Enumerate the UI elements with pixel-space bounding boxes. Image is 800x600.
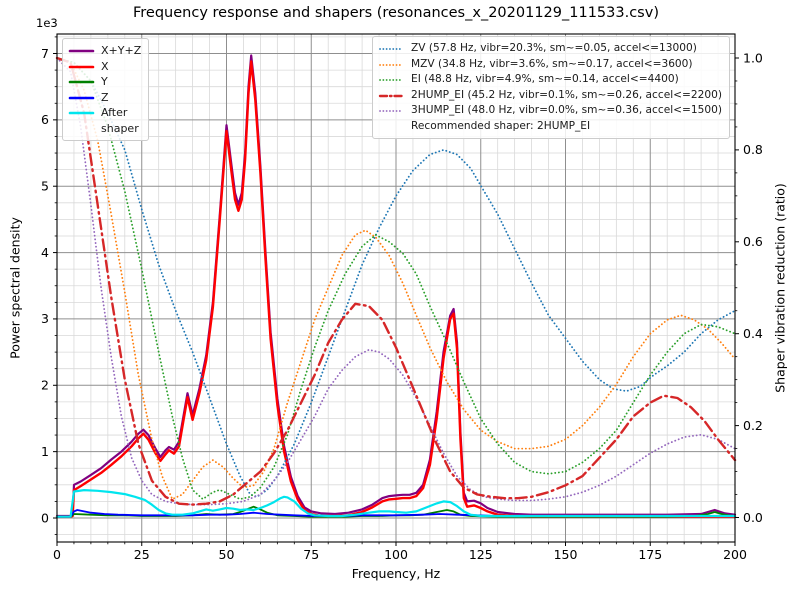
legend-label: X+Y+Z	[101, 44, 142, 57]
legend-measured-signals: X+Y+Z X Y Z After shaper	[62, 38, 150, 141]
x-tick-label: 0	[53, 547, 61, 562]
x-tick-label: 50	[219, 547, 235, 562]
legend-swatch-x-y-z-line	[68, 49, 95, 53]
right-y-tick-label: 0.0	[743, 510, 763, 525]
legend-swatch-zv-line	[379, 48, 404, 50]
legend-label: 2HUMP_EI (45.2 Hz, vibr=0.1%, sm~=0.26, …	[411, 88, 722, 101]
legend-item-x: X	[68, 59, 141, 75]
legend-item-hump2-ei: 2HUMP_EI (45.2 Hz, vibr=0.1%, sm~=0.26, …	[378, 88, 722, 104]
legend-item-after-shaper: After shaper	[68, 105, 141, 136]
legend-swatch-hump2-ei-line	[378, 94, 405, 97]
legend-item-ei: EI (48.8 Hz, vibr=4.9%, sm~=0.14, accel<…	[378, 72, 722, 88]
legend-swatch-after-shaper-line	[68, 111, 95, 115]
legend-item-x-y-z: X+Y+Z	[68, 43, 141, 59]
x-tick-label: 100	[384, 547, 408, 562]
legend-swatch-y-line	[68, 80, 95, 84]
legend-label: X	[101, 59, 109, 73]
left-y-tick-label: 1	[41, 444, 49, 459]
left-y-tick-label: 0	[41, 510, 49, 525]
plot-frame	[56, 33, 736, 543]
series-after-shaper-line	[55, 489, 737, 518]
series-hump2-ei-line	[55, 56, 737, 506]
left-axis-offset-text: 1e3	[36, 16, 58, 30]
legend-note-recommended-shaper: Recommended shaper: 2HUMP_EI	[378, 119, 722, 135]
legend-label: After shaper	[101, 106, 139, 135]
right-y-tick-label: 0.2	[743, 418, 763, 433]
legend-item-z: Z	[68, 90, 141, 106]
left-y-tick-label: 5	[41, 179, 49, 194]
legend-label: Z	[101, 90, 109, 104]
left-y-tick-label: 6	[41, 112, 49, 127]
x-tick-label: 125	[469, 547, 493, 562]
left-axis-title: Power spectral density	[7, 217, 23, 359]
legend-label: ZV (57.8 Hz, vibr=20.3%, sm~=0.05, accel…	[411, 42, 697, 54]
x-tick-label: 175	[638, 547, 662, 562]
left-y-tick-label: 7	[41, 46, 49, 61]
series-hump3-ei-line	[56, 57, 736, 506]
series-zv-line	[56, 57, 736, 498]
right-axis-title: Shaper vibration reduction (ratio)	[772, 183, 788, 393]
series-mzv-line	[56, 57, 736, 501]
x-axis-title: Frequency, Hz	[351, 566, 441, 581]
x-tick-label: 150	[554, 547, 578, 562]
x-tick-label: 75	[303, 547, 319, 562]
series-lines	[55, 54, 737, 518]
axis-ticks: 0 25 50 75 100 125 150 175 200 0 1 2 3 4 5 6 7 0.0 0.2 0.4 0…	[41, 36, 763, 562]
left-y-tick-label: 2	[41, 378, 49, 393]
x-tick-label: 25	[134, 547, 150, 562]
legend-note-spacer	[378, 122, 405, 132]
x-tick-label: 200	[723, 547, 747, 562]
left-y-tick-label: 3	[41, 311, 49, 326]
right-y-tick-label: 0.6	[743, 234, 763, 249]
legend-label: EI (48.8 Hz, vibr=4.9%, sm~=0.14, accel<…	[411, 73, 679, 85]
legend-item-zv: ZV (57.8 Hz, vibr=20.3%, sm~=0.05, accel…	[378, 41, 722, 57]
legend-label: MZV (34.8 Hz, vibr=3.6%, sm~=0.17, accel…	[411, 57, 693, 70]
legend-item-hump3-ei: 3HUMP_EI (48.0 Hz, vibr=0.0%, sm~=0.36, …	[378, 103, 722, 119]
legend-item-mzv: MZV (34.8 Hz, vibr=3.6%, sm~=0.17, accel…	[378, 57, 722, 73]
legend-swatch-hump3-ei-line	[379, 110, 404, 112]
right-y-tick-label: 1.0	[743, 50, 763, 65]
legend-label: 3HUMP_EI (48.0 Hz, vibr=0.0%, sm~=0.36, …	[411, 104, 722, 116]
series-x-line	[55, 60, 737, 518]
legend-swatch-mzv-line	[379, 63, 404, 66]
legend-label: Y	[101, 75, 108, 88]
legend-swatch-x-line	[68, 65, 95, 68]
chart-title: Frequency response and shapers (resonanc…	[133, 5, 659, 21]
series-ei-line	[56, 57, 736, 501]
legend-swatch-z-line	[68, 96, 95, 99]
legend-note-label: Recommended shaper: 2HUMP_EI	[411, 119, 591, 132]
right-y-tick-label: 0.8	[743, 142, 763, 157]
legend-swatch-ei-line	[379, 79, 404, 81]
legend-shapers: ZV (57.8 Hz, vibr=20.3%, sm~=0.05, accel…	[372, 36, 730, 139]
left-y-tick-label: 4	[41, 245, 49, 260]
right-y-tick-label: 0.4	[743, 326, 763, 341]
legend-item-y: Y	[68, 74, 141, 90]
